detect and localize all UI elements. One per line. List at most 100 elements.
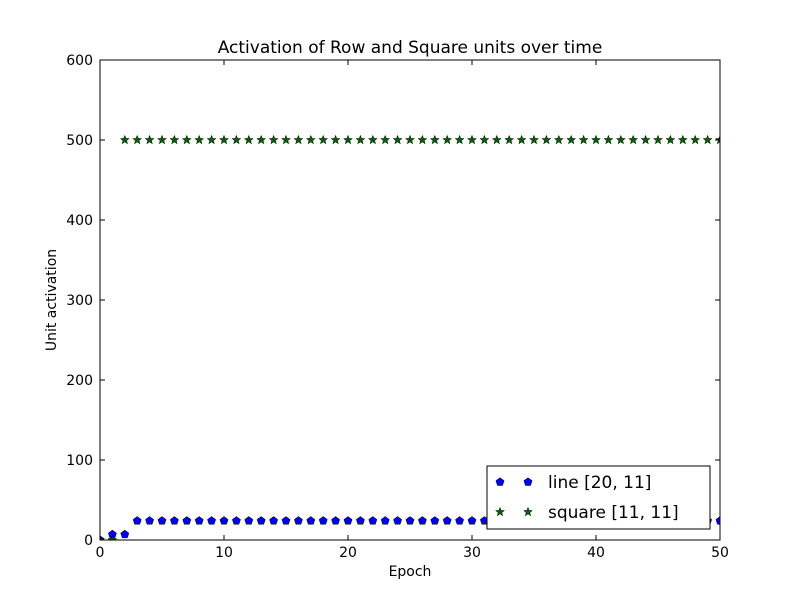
- legend-box: [486, 465, 711, 530]
- data-point-series-0: [269, 516, 278, 525]
- data-point-series-1: [454, 134, 465, 145]
- data-point-series-0: [380, 516, 390, 525]
- data-point-series-0: [715, 516, 720, 525]
- y-tick-label: 600: [66, 53, 93, 69]
- data-point-series-1: [541, 134, 552, 145]
- data-point-series-1: [578, 134, 589, 145]
- data-point-series-1: [528, 134, 540, 145]
- data-point-series-1: [640, 134, 651, 145]
- data-point-series-0: [405, 516, 415, 525]
- data-point-series-0: [393, 516, 402, 525]
- legend-marker: [523, 477, 533, 486]
- x-axis: 0 10 20 30 40 50: [96, 60, 729, 561]
- data-point-series-1: [367, 134, 378, 145]
- data-point-series-0: [455, 516, 464, 525]
- data-point-series-1: [690, 134, 701, 145]
- data-point-series-1: [603, 134, 614, 145]
- data-point-series-1: [590, 134, 602, 145]
- data-point-series-1: [218, 134, 230, 145]
- data-point-series-0: [418, 516, 427, 525]
- x-tick-label: 40: [587, 545, 605, 561]
- data-point-series-0: [170, 516, 179, 525]
- y-tick-label: 400: [66, 213, 93, 229]
- data-point-series-1: [628, 134, 639, 145]
- y-tick-label: 100: [66, 453, 93, 469]
- data-point-series-0: [467, 516, 477, 525]
- data-point-series-1: [677, 134, 688, 145]
- data-point-series-1: [392, 134, 403, 145]
- data-point-series-1: [100, 534, 106, 540]
- y-axis-label: Unit activation: [44, 249, 60, 351]
- data-point-series-0: [318, 516, 328, 525]
- chart-title: Activation of Row and Square units over …: [218, 38, 603, 58]
- data-point-series-1: [516, 134, 527, 145]
- data-point-series-1: [206, 134, 217, 145]
- data-point-series-0: [306, 516, 316, 525]
- data-point-series-0: [219, 516, 229, 525]
- data-point-series-1: [417, 134, 428, 145]
- data-point-series-1: [132, 134, 143, 145]
- data-point-series-0: [331, 516, 340, 525]
- data-point-series-1: [293, 134, 304, 145]
- data-point-series-1: [491, 134, 502, 145]
- x-tick-label: 0: [96, 545, 105, 561]
- legend-label-square: square [11, 11]: [548, 503, 679, 523]
- data-point-series-1: [652, 134, 664, 145]
- x-axis-label: Epoch: [389, 564, 432, 580]
- y-tick-label: 200: [66, 373, 93, 389]
- data-point-series-1: [156, 134, 168, 145]
- data-point-series-1: [342, 134, 354, 145]
- data-point-series-0: [294, 516, 303, 525]
- legend-entry-square: [494, 506, 534, 517]
- data-point-series-1: [702, 134, 713, 145]
- data-point-series-1: [355, 134, 366, 145]
- data-point-series-1: [231, 134, 242, 145]
- y-tick-label: 500: [66, 133, 93, 149]
- data-point-series-1: [280, 134, 292, 145]
- data-point-series-0: [157, 516, 167, 525]
- data-point-series-0: [368, 516, 378, 525]
- data-point-series-1: [181, 134, 192, 145]
- data-point-series-0: [256, 516, 266, 525]
- data-point-series-0: [120, 529, 130, 539]
- data-point-series-1: [553, 134, 564, 145]
- data-point-series-0: [207, 516, 216, 525]
- data-point-series-0: [194, 516, 204, 525]
- legend: line [20, 11] square [11, 11]: [486, 465, 711, 530]
- data-point-series-1: [119, 134, 130, 145]
- data-point-series-0: [244, 516, 254, 525]
- x-tick-label: 10: [215, 545, 233, 561]
- data-point-series-0: [132, 516, 142, 525]
- data-point-series-1: [305, 134, 316, 145]
- data-point-series-0: [442, 516, 452, 525]
- data-point-series-0: [430, 516, 440, 525]
- data-point-series-1: [466, 134, 478, 145]
- x-tick-label: 50: [711, 545, 729, 561]
- legend-marker: [494, 506, 506, 517]
- data-point-series-1: [268, 134, 279, 145]
- y-tick-label: 0: [84, 533, 93, 549]
- x-tick-label: 20: [339, 545, 357, 561]
- legend-label-line: line [20, 11]: [548, 473, 651, 493]
- y-axis: 0 100 200 300 400 500 600: [66, 53, 720, 549]
- legend-marker: [522, 506, 534, 517]
- data-point-series-1: [169, 134, 180, 145]
- data-point-series-1: [194, 134, 205, 145]
- data-point-series-0: [356, 516, 365, 525]
- data-point-series-0: [232, 516, 241, 525]
- data-point-series-1: [256, 134, 267, 145]
- data-point-series-1: [243, 134, 254, 145]
- legend-entry-line: [495, 477, 533, 486]
- data-point-series-0: [343, 516, 353, 525]
- data-point-series-1: [615, 134, 626, 145]
- data-point-series-0: [182, 516, 192, 525]
- y-tick-label: 300: [66, 293, 93, 309]
- data-point-series-1: [566, 134, 577, 145]
- data-point-series-1: [429, 134, 440, 145]
- data-point-series-1: [107, 534, 118, 540]
- data-point-series-1: [442, 134, 453, 145]
- data-point-series-1: [404, 134, 416, 145]
- data-point-series-1: [665, 134, 676, 145]
- data-point-series-1: [380, 134, 391, 145]
